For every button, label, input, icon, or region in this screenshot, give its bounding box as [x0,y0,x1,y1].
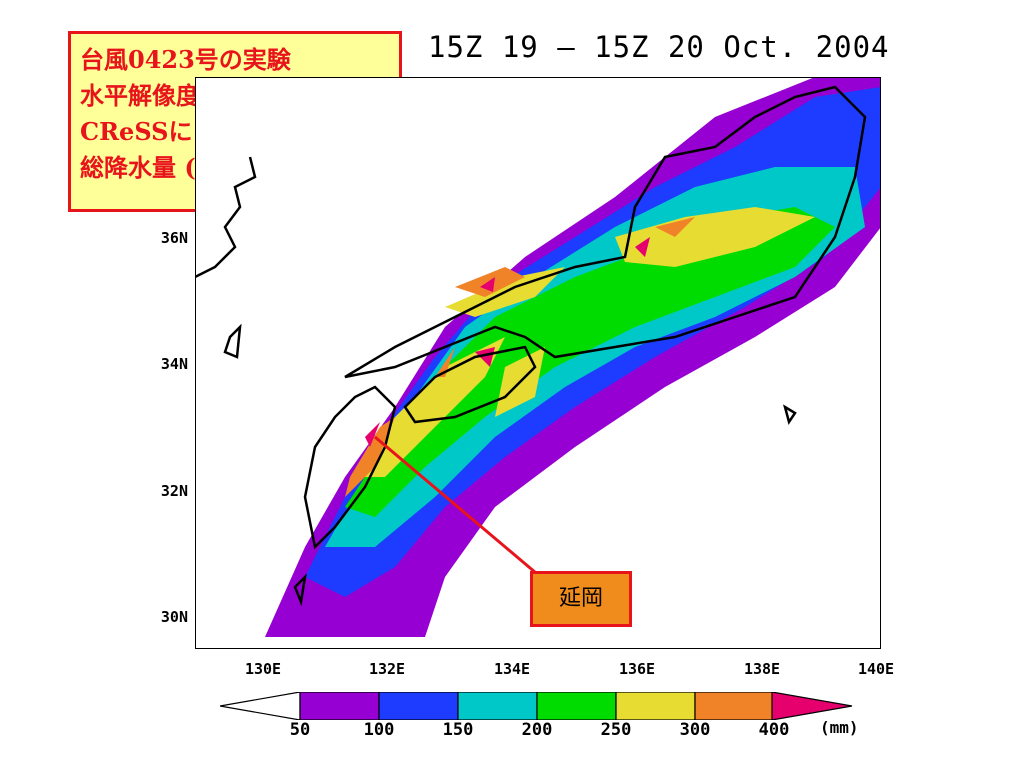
colorbar-bin-5 [615,692,696,720]
lon-label-134e: 134E [493,660,531,678]
lon-label-136e: 136E [618,660,656,678]
korea-coast [195,156,257,279]
colorbar-bin-6 [694,692,775,720]
note-line-1: 台風0423号の実験 [80,45,291,74]
colorbar-high-arrow [771,692,853,720]
tanegashima-coast [293,573,307,607]
colorbar-tick-400: 400 [758,720,790,740]
lat-label-30n: 30N [160,608,188,626]
colorbar-bin-3 [457,692,538,720]
honshu-coast [344,85,867,379]
colorbar-bin-2 [378,692,459,720]
lat-label-32n: 32N [160,482,188,500]
colorbar-tick-300: 300 [679,720,711,740]
period-title: 15Z 19 – 15Z 20 Oct. 2004 [428,30,890,64]
lat-label-34n: 34N [160,355,188,373]
lon-label-132e: 132E [368,660,406,678]
kyushu-coast [303,385,397,550]
tsushima-coast [223,323,242,359]
izu-island-coast [782,404,797,425]
lon-label-140e: 140E [857,660,895,678]
colorbar-tick-250: 250 [600,720,632,740]
colorbar-tick-50: 50 [289,720,311,740]
colorbar-tick-100: 100 [363,720,395,740]
lon-label-130e: 130E [244,660,282,678]
colorbar-bin-4 [536,692,617,720]
colorbar-low-arrow [220,692,301,720]
rain-zone-200 [345,207,835,517]
colorbar [220,692,853,720]
shikoku-coast [403,345,537,424]
colorbar-bin-1 [299,692,380,720]
coastlines [195,85,867,607]
colorbar-tick-150: 150 [442,720,474,740]
colorbar-tick-200: 200 [521,720,553,740]
lat-label-36n: 36N [160,229,188,247]
colorbar-unit: (mm) [820,718,859,737]
nobeoka-callout: 延岡 [530,571,632,627]
lon-label-138e: 138E [743,660,781,678]
precipitation-map [195,77,881,649]
